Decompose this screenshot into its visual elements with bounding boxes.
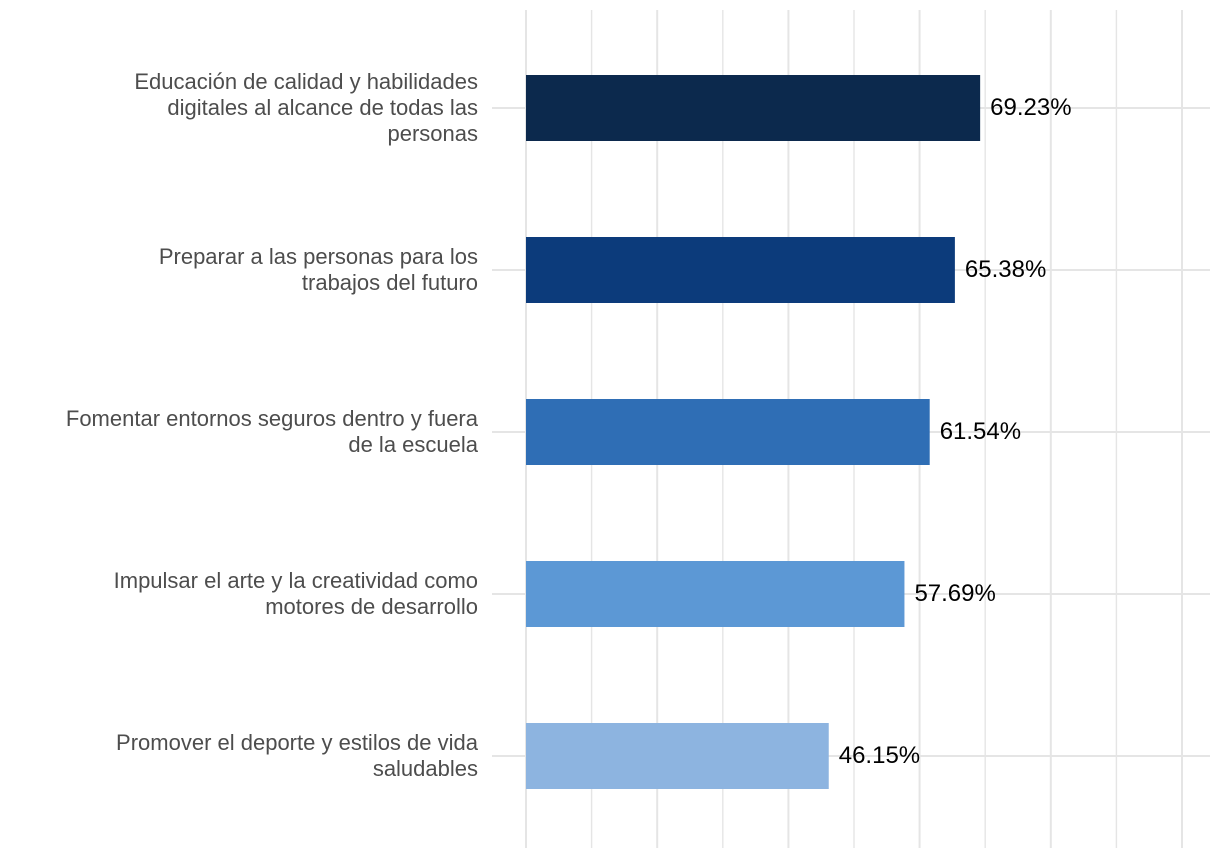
category-label: Educación de calidad y habilidades digita…: [8, 69, 478, 147]
category-label-line: digitales al alcance de todas las: [167, 95, 478, 120]
category-label: Impulsar el arte y la creatividad como mo…: [8, 568, 478, 620]
bar: [526, 561, 905, 627]
bar: [526, 237, 955, 303]
category-label-line: Educación de calidad y habilidades: [134, 69, 478, 94]
bar: [526, 723, 829, 789]
bar: [526, 399, 930, 465]
category-label-line: Fomentar entornos seguros dentro y fuera: [65, 406, 478, 431]
category-label-line: Promover el deporte y estilos de vida: [116, 730, 478, 755]
category-label: Fomentar entornos seguros dentro y fuera…: [8, 406, 478, 458]
value-label: 57.69%: [914, 580, 996, 607]
value-label: 69.23%: [990, 94, 1072, 121]
category-label-line: saludables: [372, 756, 478, 781]
category-label: Preparar a las personas para los trabajos…: [8, 244, 478, 296]
category-label-line: trabajos del futuro: [301, 270, 478, 295]
category-label-line: personas: [387, 121, 478, 146]
category-label-line: motores de desarrollo: [265, 594, 478, 619]
value-label: 61.54%: [939, 418, 1022, 445]
value-label: 46.15%: [838, 742, 921, 769]
category-label-line: Impulsar el arte y la creatividad como: [113, 568, 478, 593]
value-label: 65.38%: [964, 256, 1047, 283]
category-label-line: Preparar a las personas para los: [158, 244, 478, 269]
bar: [526, 75, 981, 141]
bars: [526, 75, 981, 789]
category-label: Promover el deporte y estilos de vida sal…: [8, 730, 478, 782]
category-label-line: de la escuela: [348, 432, 478, 457]
